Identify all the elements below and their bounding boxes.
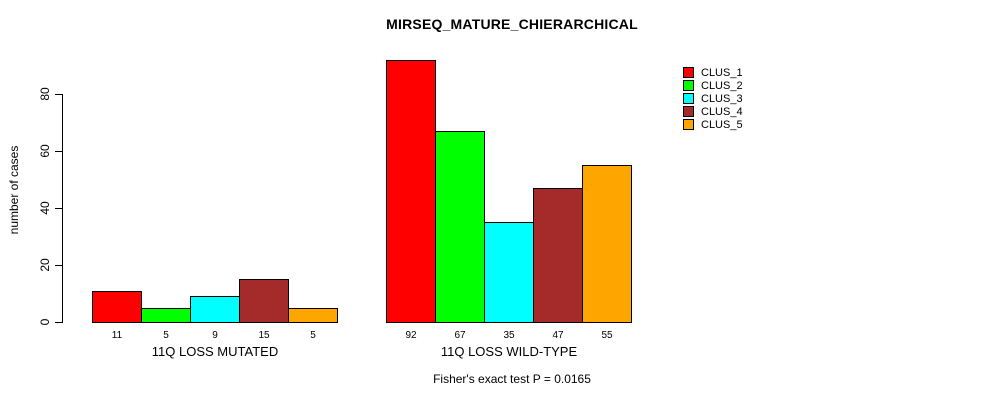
legend-swatch — [683, 67, 694, 78]
chart-footnote: Fisher's exact test P = 0.0165 — [433, 372, 591, 386]
legend-label: CLUS_4 — [701, 105, 743, 118]
bar — [190, 296, 240, 323]
y-axis-tick — [55, 94, 62, 95]
category-label: 11Q LOSS MUTATED — [151, 344, 279, 359]
legend-entry: CLUS_5 — [683, 118, 743, 131]
y-axis-tick — [55, 208, 62, 209]
bar — [92, 291, 142, 323]
bar-value-label: 47 — [552, 330, 564, 341]
legend-entry: CLUS_2 — [683, 79, 743, 92]
y-axis-tick-label: 0 — [38, 318, 52, 326]
bar — [484, 222, 534, 323]
y-axis-label: number of cases — [7, 145, 21, 235]
chart-title: MIRSEQ_MATURE_CHIERARCHICAL — [386, 16, 638, 32]
legend-swatch — [683, 106, 694, 117]
legend-entry: CLUS_3 — [683, 92, 743, 105]
bar — [386, 60, 436, 323]
legend-swatch — [683, 119, 694, 130]
bar-value-label: 92 — [405, 330, 417, 341]
bar-value-label: 9 — [212, 330, 218, 341]
category-label: 11Q LOSS WILD-TYPE — [440, 344, 578, 359]
bar-value-label: 15 — [258, 330, 270, 341]
y-axis-tick-label: 60 — [38, 144, 52, 158]
bar — [582, 165, 632, 323]
legend-label: CLUS_1 — [701, 66, 743, 79]
bar-value-label: 5 — [310, 330, 316, 341]
bar — [533, 188, 583, 323]
bar — [288, 308, 338, 323]
bar-value-label: 5 — [163, 330, 169, 341]
legend-swatch — [683, 93, 694, 104]
bar-value-label: 35 — [503, 330, 515, 341]
legend-label: CLUS_5 — [701, 118, 743, 131]
bar — [239, 279, 289, 323]
y-axis-tick-label: 20 — [38, 258, 52, 272]
y-axis-line — [62, 94, 63, 323]
bar — [141, 308, 191, 323]
bar-value-label: 11 — [111, 330, 123, 341]
legend-entry: CLUS_1 — [683, 66, 743, 79]
y-axis-tick-label: 40 — [38, 201, 52, 215]
legend-label: CLUS_3 — [701, 92, 743, 105]
bar — [435, 131, 485, 323]
y-axis-tick — [55, 151, 62, 152]
y-axis-tick — [55, 322, 62, 323]
legend-entry: CLUS_4 — [683, 105, 743, 118]
y-axis-tick — [55, 265, 62, 266]
y-axis-tick-label: 80 — [38, 87, 52, 101]
bar-value-label: 55 — [601, 330, 613, 341]
bar-value-label: 67 — [454, 330, 466, 341]
legend-swatch — [683, 80, 694, 91]
legend-label: CLUS_2 — [701, 79, 743, 92]
